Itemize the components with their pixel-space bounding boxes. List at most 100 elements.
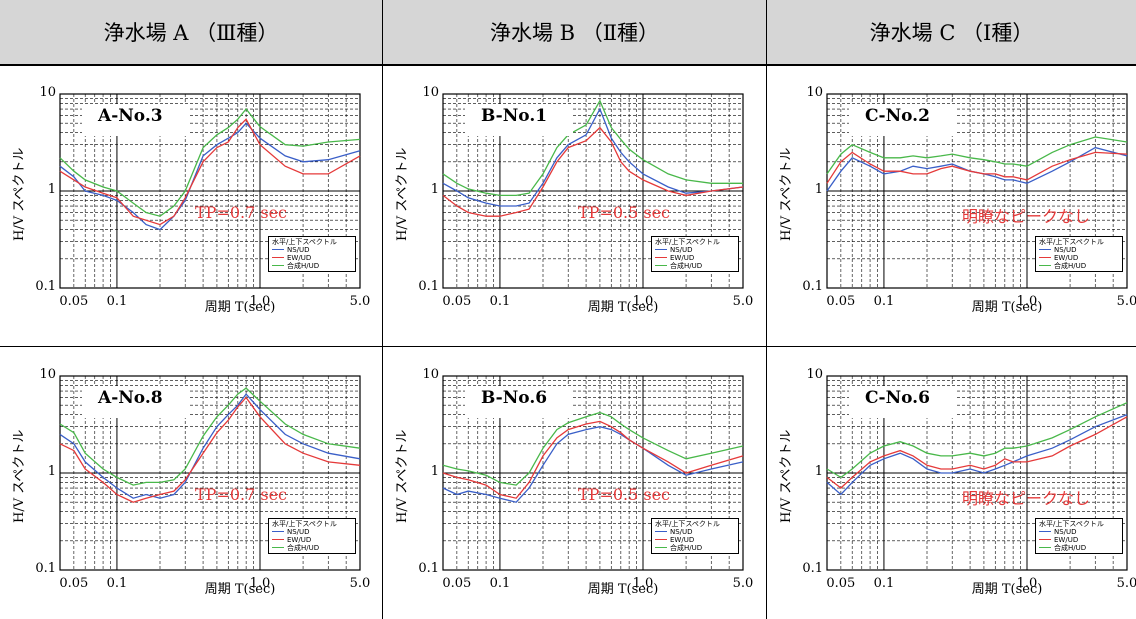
- legend-label: NS/UD: [287, 527, 310, 536]
- series-line-ew: [826, 416, 1128, 489]
- legend-item: NS/UD: [655, 528, 735, 536]
- legend-label: EW/UD: [287, 253, 312, 262]
- y-tick-label: 1: [814, 464, 823, 479]
- y-tick-label: 1: [430, 464, 439, 479]
- legend-box: 水平/上下スペクトル NS/UD EW/UD 合成H/UD: [1035, 235, 1123, 272]
- y-tick-label: 1: [814, 182, 823, 197]
- legend-item: EW/UD: [272, 536, 352, 544]
- y-tick-label: 10: [422, 85, 439, 100]
- legend-swatch-ns: [1039, 531, 1051, 533]
- x-tick-label: 1.0: [1016, 576, 1038, 591]
- series-line-ew: [442, 126, 744, 217]
- series-line-ew: [59, 396, 361, 503]
- series-line-ns: [59, 393, 361, 499]
- y-tick-label: 1: [430, 182, 439, 197]
- x-tick-label: 5.0: [1116, 294, 1136, 309]
- legend-swatch-h: [655, 265, 667, 267]
- legend-item: EW/UD: [272, 254, 352, 262]
- legend-label: EW/UD: [1054, 253, 1079, 262]
- legend-swatch-ns: [272, 531, 284, 533]
- legend-label: NS/UD: [670, 245, 693, 254]
- legend-swatch-h: [272, 265, 284, 267]
- legend-item: NS/UD: [655, 246, 735, 254]
- x-tick-label: 5.0: [1116, 576, 1136, 591]
- legend-box: 水平/上下スペクトル NS/UD EW/UD 合成H/UD: [268, 517, 356, 554]
- legend-label: EW/UD: [1054, 535, 1079, 544]
- x-tick-label: 5.0: [732, 576, 754, 591]
- legend-swatch-ns: [655, 249, 667, 251]
- series-line-ns: [442, 426, 744, 503]
- legend-box: 水平/上下スペクトル NS/UD EW/UD 合成H/UD: [651, 235, 739, 272]
- y-tick-label: 10: [422, 367, 439, 382]
- legend-item: EW/UD: [655, 536, 735, 544]
- legend-item: EW/UD: [1039, 254, 1119, 262]
- legend-label: NS/UD: [1054, 245, 1077, 254]
- legend-item: EW/UD: [655, 254, 735, 262]
- x-tick-label: 0.05: [826, 576, 856, 591]
- peak-annotation: TP=0.7 sec: [195, 202, 288, 222]
- chart-title: B-No.6: [465, 386, 573, 418]
- x-tick-label: 0.05: [826, 294, 856, 309]
- legend-title: 水平/上下スペクトル: [272, 519, 337, 528]
- legend-swatch-ew: [1039, 539, 1051, 541]
- legend-item: EW/UD: [1039, 536, 1119, 544]
- legend-item: NS/UD: [272, 246, 352, 254]
- row-divider: [0, 346, 1136, 347]
- chart-panel: H/V スペクトル 10 1 0.1 0.05 0.1 1.0 5.0 周期 T(sec) C-N…: [767, 348, 1136, 618]
- x-axis-label: 周期 T(sec): [971, 300, 1043, 315]
- x-tick-label: 0.1: [106, 294, 128, 309]
- legend-swatch-h: [272, 547, 284, 549]
- legend-item: NS/UD: [1039, 528, 1119, 536]
- legend-box: 水平/上下スペクトル NS/UD EW/UD 合成H/UD: [651, 517, 739, 554]
- plot-area: [59, 93, 361, 289]
- y-axis-label: H/V スペクトル: [779, 429, 794, 523]
- legend-swatch-h: [655, 547, 667, 549]
- y-tick-label: 10: [39, 85, 56, 100]
- y-axis-label: H/V スペクトル: [779, 147, 794, 241]
- series-line-h: [826, 136, 1128, 175]
- x-tick-label: 0.1: [489, 294, 511, 309]
- y-axis-label: H/V スペクトル: [12, 147, 27, 241]
- y-tick-label: 10: [806, 85, 823, 100]
- y-tick-label: 1: [47, 464, 56, 479]
- x-tick-label: 1.0: [632, 294, 654, 309]
- x-tick-label: 0.05: [59, 294, 89, 309]
- legend-label: EW/UD: [670, 535, 695, 544]
- legend-item: NS/UD: [272, 528, 352, 536]
- legend-title: 水平/上下スペクトル: [655, 237, 720, 246]
- chart-panel: H/V スペクトル 10 1 0.1 0.05 0.1 1.0 5.0 周期 T(sec) A-N…: [0, 348, 370, 618]
- series-line-h: [826, 402, 1128, 479]
- legend-title: 水平/上下スペクトル: [1039, 519, 1104, 528]
- series-line-ew: [826, 151, 1128, 184]
- series-line-ns: [826, 146, 1128, 192]
- plot-frame: [826, 375, 1128, 571]
- x-axis-label: 周期 T(sec): [204, 582, 276, 597]
- chart-panel: H/V スペクトル 10 1 0.1 0.05 0.1 1.0 5.0 周期 T(sec) C-N…: [767, 66, 1136, 336]
- plot-area: [442, 375, 744, 571]
- x-axis-label: 周期 T(sec): [971, 582, 1043, 597]
- y-tick-label: 0.1: [418, 279, 439, 294]
- plot-frame: [59, 375, 361, 571]
- legend-item: NS/UD: [1039, 246, 1119, 254]
- plot-frame: [59, 93, 361, 289]
- x-tick-label: 5.0: [349, 576, 371, 591]
- legend-title: 水平/上下スペクトル: [1039, 237, 1104, 246]
- legend-label: EW/UD: [287, 535, 312, 544]
- header-plant-a: 浄水場 A （Ⅲ種）: [0, 0, 382, 66]
- series-line-ns: [59, 122, 361, 231]
- legend-item: 合成H/UD: [272, 544, 352, 552]
- x-tick-label: 1.0: [249, 294, 271, 309]
- chart-panel: H/V スペクトル 10 1 0.1 0.05 0.1 1.0 5.0 周期 T(sec) B-N…: [383, 348, 753, 618]
- series-line-ns: [442, 107, 744, 207]
- legend-label: 合成H/UD: [670, 543, 703, 552]
- plot-frame: [442, 93, 744, 289]
- chart-title: C-No.6: [849, 386, 957, 418]
- x-axis-label: 周期 T(sec): [587, 582, 659, 597]
- legend-label: 合成H/UD: [1054, 543, 1087, 552]
- peak-annotation: TP=0.7 sec: [195, 484, 288, 504]
- y-tick-label: 1: [47, 182, 56, 197]
- y-tick-label: 0.1: [802, 279, 823, 294]
- x-tick-label: 0.1: [489, 576, 511, 591]
- legend-box: 水平/上下スペクトル NS/UD EW/UD 合成H/UD: [1035, 517, 1123, 554]
